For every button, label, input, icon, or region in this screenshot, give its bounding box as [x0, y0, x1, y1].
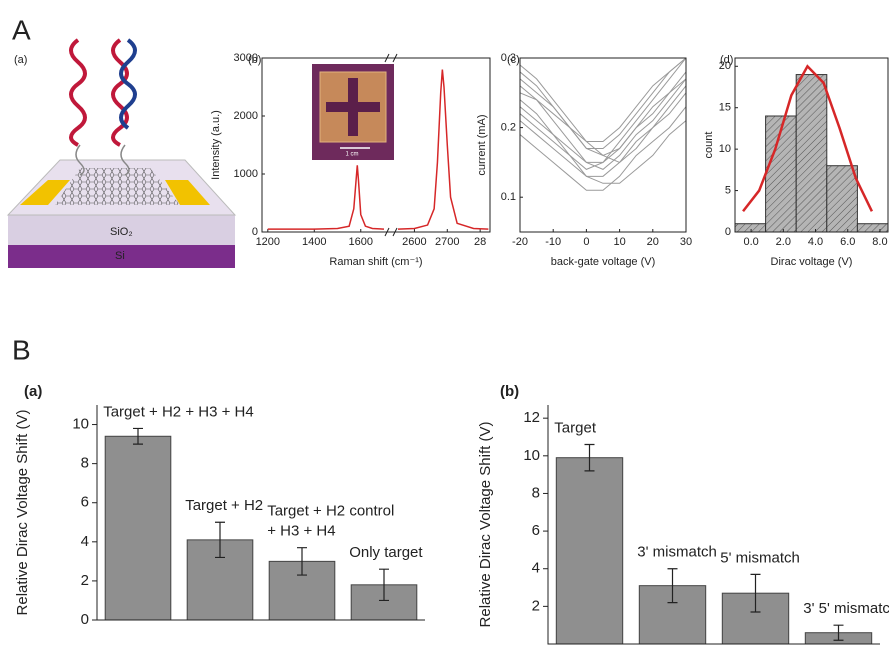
y-tick-label: 0.1: [501, 191, 516, 203]
y-axis-label: current (mA): [476, 114, 488, 175]
panel-label: (a): [14, 54, 27, 66]
panel-label: (c): [507, 54, 520, 66]
panel-label: (b): [248, 54, 261, 66]
y-tick-label: 10: [719, 143, 731, 155]
iv-curve: [520, 72, 686, 156]
y-tick-label: 6: [81, 494, 89, 511]
y-tick-label: 2: [532, 597, 540, 614]
bar: [556, 458, 622, 644]
panel-label: (a): [24, 383, 42, 400]
y-axis-label: Intensity (a.u.): [210, 110, 222, 180]
y-tick-label: 2: [81, 572, 89, 589]
y-axis-label: Relative Dirac Voltage Shift (V): [477, 422, 494, 628]
histogram-bar: [735, 224, 766, 232]
figure-label: A: [12, 14, 31, 45]
y-tick-label: 0: [725, 226, 731, 238]
schematic: (a) SiO₂ Si: [8, 40, 235, 268]
x-axis-label: Dirac voltage (V): [771, 256, 853, 268]
x-tick-label: 8.0: [872, 236, 887, 248]
x-axis-label: back-gate voltage (V): [551, 256, 656, 268]
cross: [326, 102, 380, 112]
x-tick-label: 2600: [402, 236, 426, 248]
x-tick-label: -20: [512, 236, 528, 248]
y-tick-label: 1000: [234, 168, 258, 180]
y-tick-label: 4: [81, 533, 89, 550]
x-tick-label: 1600: [349, 236, 373, 248]
bar-label: 5' mismatch: [720, 549, 800, 566]
x-tick-label: 4.0: [808, 236, 823, 248]
y-tick-label: 10: [72, 416, 89, 433]
y-tick-label: 0.2: [501, 122, 516, 134]
bar-label: Only target: [349, 544, 423, 561]
x-tick-label: 2.0: [776, 236, 791, 248]
inset-label: 1 cm: [345, 152, 358, 158]
x-tick-label: 0: [583, 236, 589, 248]
figure-label: B: [12, 334, 31, 365]
iv-curve: [520, 121, 686, 184]
y-tick-label: 0: [81, 611, 89, 628]
bar-label: Target + H2: [185, 497, 263, 514]
y-tick-label: 15: [719, 102, 731, 114]
y-tick-label: 10: [523, 447, 540, 464]
x-tick-label: 10: [613, 236, 625, 248]
bar-label: Target + H2 control: [267, 503, 394, 520]
bar-label: 3' 5' mismatch: [803, 600, 889, 617]
histogram-bar: [796, 75, 827, 232]
spectrum-line: [268, 165, 384, 229]
y-tick-label: 6: [532, 522, 540, 539]
x-tick-label: 1400: [302, 236, 326, 248]
y-tick-label: 8: [532, 484, 540, 501]
bar-label: Target + H2 + H3 + H4: [103, 403, 254, 420]
y-tick-label: 4: [532, 560, 540, 577]
bar-label: 3' mismatch: [637, 544, 717, 561]
inset-photo: [312, 64, 394, 160]
y-tick-label: 12: [523, 409, 540, 426]
y-tick-label: 8: [81, 455, 89, 472]
x-tick-label: 28: [474, 236, 486, 248]
dna-strand: [71, 40, 85, 145]
bar-label: + H3 + H4: [267, 523, 335, 540]
layer-label: Si: [115, 250, 125, 262]
x-tick-label: 30: [680, 236, 692, 248]
histogram-bar: [857, 224, 888, 232]
x-tick-label: 2700: [435, 236, 459, 248]
x-axis-label: Raman shift (cm⁻¹): [329, 256, 422, 268]
y-axis-label: Relative Dirac Voltage Shift (V): [14, 410, 31, 616]
panel-label: (d): [720, 54, 733, 66]
y-tick-label: 5: [725, 184, 731, 196]
y-axis-label: count: [703, 132, 715, 159]
panel-label: (b): [500, 383, 519, 400]
x-tick-label: -10: [545, 236, 561, 248]
x-tick-label: 0.0: [743, 236, 758, 248]
figure: A B (a) SiO₂ Si 0 1000 2000 30 0 0 1200 1400 160…: [0, 0, 889, 657]
spectrum-line: [398, 70, 488, 230]
bar-label: Target: [554, 419, 597, 436]
x-tick-label: 1200: [256, 236, 280, 248]
layer-label: SiO₂: [110, 226, 133, 238]
bar: [105, 436, 171, 620]
dna-strand: [113, 40, 127, 145]
x-tick-label: 20: [647, 236, 659, 248]
histogram-bar: [827, 166, 858, 232]
x-tick-label: 6.0: [840, 236, 855, 248]
y-tick-label: 2000: [234, 110, 258, 122]
